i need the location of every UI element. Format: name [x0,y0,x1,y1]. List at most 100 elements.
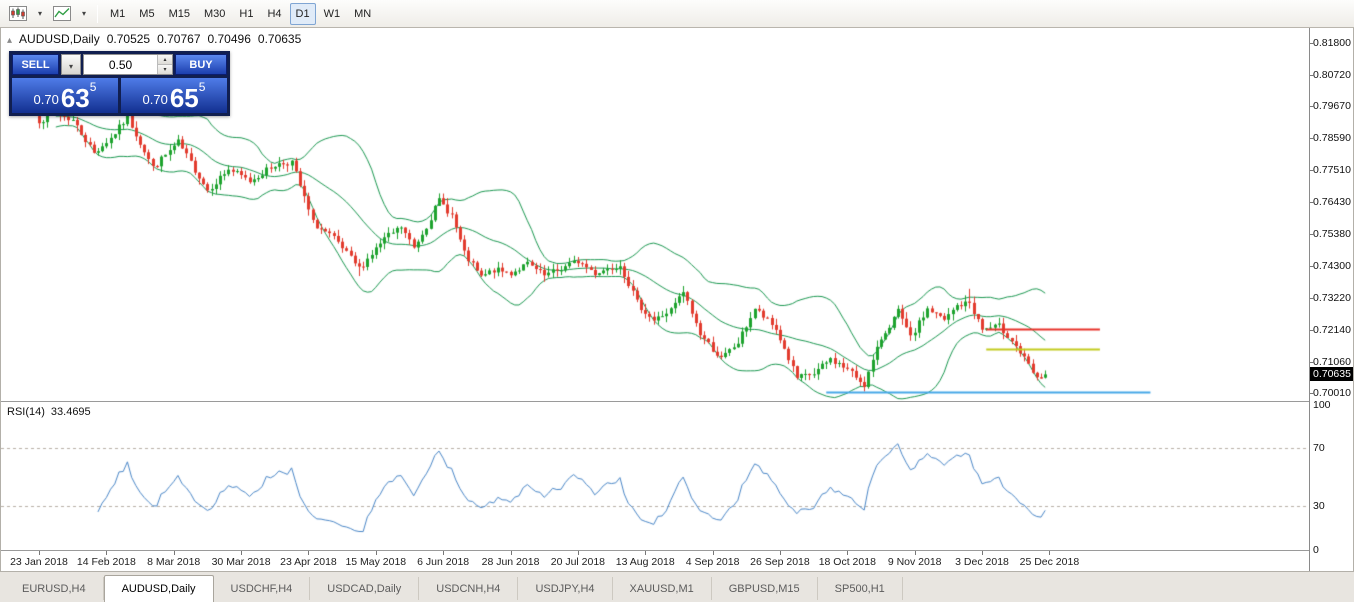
tab-sp500-h1[interactable]: SP500,H1 [818,577,903,600]
price-scale-label: 0.78590 [1313,132,1351,145]
indicator-dropdown[interactable]: ▾ [77,3,91,25]
timeframe-button-m1[interactable]: M1 [104,3,131,25]
toolbar-separator [97,4,98,23]
date-axis-tick [914,551,916,555]
sell-price-big: 63 [60,83,90,113]
timeframe-button-mn[interactable]: MN [348,3,377,25]
price-scale-tick [1310,265,1314,267]
date-axis-label: 25 Dec 2018 [1019,556,1080,568]
date-axis-label: 4 Sep 2018 [685,556,740,568]
axis-separator [1,550,1353,551]
date-axis-tick [308,551,310,555]
current-price-badge: 0.70635 [1310,367,1353,382]
price-scale-tick [1310,106,1314,108]
symbol-tab-bar: EURUSD,H4 AUDUSD,Daily USDCHF,H4 USDCAD,Dai… [0,571,1354,602]
date-axis-tick [779,551,781,555]
indicator-button[interactable] [49,3,75,25]
date-axis-tick [39,551,40,555]
chevron-down-icon: ▾ [68,62,73,71]
price-scale-tick [1310,170,1314,172]
rsi-scale-label: 100 [1313,398,1331,411]
buy-button[interactable]: BUY [175,54,227,75]
one-click-trading-panel: SELL ▾ ▴ ▾ BUY 0.70 63 5 0.70 65 [9,51,230,116]
price-scale-tick [1310,202,1314,204]
buy-price-big: 65 [169,83,199,113]
sell-button[interactable]: SELL [12,54,59,75]
timeframe-button-h4[interactable]: H4 [261,3,287,25]
buy-price-button[interactable]: 0.70 65 5 [121,78,227,113]
date-axis-label: 18 Oct 2018 [818,556,876,568]
date-axis-label: 23 Jan 2018 [10,556,68,568]
date-axis-label: 9 Nov 2018 [887,556,942,568]
date-axis-tick [1049,551,1051,555]
date-axis-tick [106,551,108,555]
tab-usdchf-h4[interactable]: USDCHF,H4 [214,577,311,600]
rsi-scale-label: 30 [1313,500,1325,512]
timeframe-button-h1[interactable]: H1 [233,3,259,25]
chevron-down-icon: ▾ [81,8,86,18]
timeframe-button-m5[interactable]: M5 [133,3,160,25]
date-axis-label: 13 Aug 2018 [615,556,675,568]
date-axis-label: 28 Jun 2018 [481,556,540,568]
volume-increase-button[interactable]: ▴ [158,55,172,65]
date-axis-label: 26 Sep 2018 [750,556,810,568]
symbol-marker-icon: ▴ [7,35,13,46]
date-axis-tick [577,551,579,555]
tab-usdcnh-h4[interactable]: USDCNH,H4 [419,577,519,600]
timeframe-button-w1[interactable]: W1 [318,3,347,25]
date-axis[interactable]: 23 Jan 2018 14 Feb 2018 8 Mar 2018 30 Mar 2… [1,551,1309,571]
date-axis-tick [241,551,243,555]
volume-decrease-button[interactable]: ▾ [158,65,172,74]
price-scale-label: 0.74300 [1313,259,1351,272]
date-axis-tick [443,551,445,555]
date-axis-label: 30 Mar 2018 [211,556,271,568]
date-axis-label: 3 Dec 2018 [955,556,1009,568]
tab-usdjpy-h4[interactable]: USDJPY,H4 [518,577,613,600]
price-scale-label: 0.75380 [1313,227,1351,240]
chart-type-dropdown[interactable]: ▾ [33,3,47,25]
sell-price-pipette: 5 [89,80,97,94]
rsi-scale-label: 70 [1313,442,1325,454]
price-scale-label: 0.77510 [1313,164,1351,177]
volume-input[interactable] [84,55,157,74]
ohlc-high: 0.70767 [157,32,201,46]
timeframe-group: M1 M5 M15 M30 H1 H4 D1 W1 MN [103,2,378,25]
price-scale-label: 0.70010 [1313,386,1351,399]
date-axis-tick [510,551,512,555]
timeframe-button-d1[interactable]: D1 [289,2,316,25]
price-scale-label: 0.72140 [1313,323,1351,336]
price-scale-tick [1310,43,1314,45]
candlestick-chart-icon [9,6,27,21]
top-toolbar: ▾ ▾ M1 M5 M15 M30 H1 H4 D1 W1 MN [0,0,1354,28]
price-scale-tick [1310,138,1314,140]
sell-price-button[interactable]: 0.70 63 5 [12,78,118,113]
date-axis-label: 8 Mar 2018 [147,556,201,568]
tab-gbpusd-m15[interactable]: GBPUSD,M15 [712,577,818,600]
timeframe-button-m30[interactable]: M30 [198,3,231,25]
rsi-pane-canvas[interactable] [1,402,1309,550]
tab-xauusd-m1[interactable]: XAUUSD,M1 [613,577,712,600]
price-scale-label: 0.71060 [1313,355,1351,368]
rsi-indicator-label: RSI(14) 33.4695 [7,406,91,418]
price-scale-tick [1310,329,1314,331]
buy-price-pipette: 5 [198,80,206,94]
pane-separator[interactable] [1,401,1353,402]
date-axis-tick [375,551,377,555]
date-axis-label: 20 Jul 2018 [550,556,606,568]
price-scale-tick [1310,297,1314,299]
order-options-dropdown[interactable]: ▾ [61,54,81,75]
sell-price-prefix: 0.70 [33,92,59,107]
tab-audusd-daily[interactable]: AUDUSD,Daily [103,575,214,602]
chevron-down-icon: ▾ [37,8,42,18]
date-axis-label: 14 Feb 2018 [76,556,136,568]
tab-eurusd-h4[interactable]: EURUSD,H4 [5,577,104,600]
tab-usdcad-daily[interactable]: USDCAD,Daily [310,577,420,600]
price-scale-tick [1310,392,1314,394]
price-scale-tick [1310,233,1314,235]
trade-panel-controls: SELL ▾ ▴ ▾ BUY [12,54,227,75]
chart-symbol-period: AUDUSD,Daily [19,32,100,46]
price-scale[interactable]: 0.70635 0.81800 0.80720 0.79670 0.78590 0.77… [1309,28,1353,571]
timeframe-button-m15[interactable]: M15 [163,3,196,25]
price-scale-label: 0.76430 [1313,196,1351,209]
chart-type-button[interactable] [5,3,31,25]
